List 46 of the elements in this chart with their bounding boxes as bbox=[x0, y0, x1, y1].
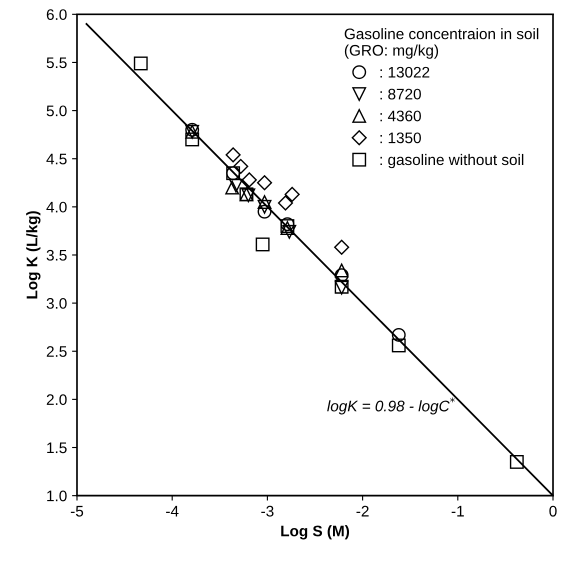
y-tick-label: 2.0 bbox=[46, 394, 67, 406]
x-tick-label: -3 bbox=[261, 506, 274, 517]
point bbox=[258, 195, 272, 209]
point bbox=[284, 186, 300, 202]
x-tick-label: -4 bbox=[166, 506, 179, 516]
point bbox=[392, 328, 406, 342]
point bbox=[226, 147, 241, 162]
point bbox=[242, 172, 257, 188]
x-tick-label: -2 bbox=[356, 506, 369, 516]
y-tick-label: 4.0 bbox=[46, 202, 67, 213]
legend-label: : 4360 bbox=[380, 110, 421, 122]
point bbox=[392, 338, 406, 352]
point bbox=[258, 200, 272, 214]
point bbox=[334, 240, 350, 255]
y-tick-label: 1.0 bbox=[47, 490, 67, 502]
y-tick-label: 1.5 bbox=[47, 442, 67, 454]
x-tick-label: -1 bbox=[452, 506, 464, 516]
annotation: logK = 0.98 - logC$^{*}$ bbox=[327, 398, 455, 414]
legend-label: : 1350 bbox=[380, 132, 421, 144]
point bbox=[229, 178, 243, 193]
y-tick-label: 4.5 bbox=[46, 154, 67, 164]
point bbox=[282, 224, 296, 239]
point bbox=[233, 158, 248, 174]
point bbox=[256, 237, 270, 252]
legend-label: : 8720 bbox=[380, 88, 421, 100]
point bbox=[134, 56, 148, 70]
point bbox=[225, 180, 240, 195]
point bbox=[256, 175, 272, 190]
point bbox=[510, 455, 524, 469]
legend-title: Gasoline concentraion in soil (GRO: mg/kg) bbox=[344, 28, 538, 59]
point bbox=[334, 263, 349, 278]
y-tick-label: 3.5 bbox=[46, 250, 67, 261]
x-tick-label: 0 bbox=[549, 506, 557, 517]
y-tick-label: 6.0 bbox=[46, 9, 67, 20]
x-tick-label: -5 bbox=[70, 506, 84, 517]
point bbox=[185, 132, 200, 146]
y-tick-label: 2.5 bbox=[46, 346, 67, 357]
y-tick-label: 3.0 bbox=[46, 298, 67, 309]
y-axis-title: Log K (L/kg) bbox=[26, 211, 40, 299]
point bbox=[258, 204, 272, 219]
y-tick-label: 5.0 bbox=[46, 105, 67, 116]
point bbox=[278, 195, 294, 211]
legend-label: : gasoline without soil bbox=[380, 154, 524, 168]
legend-label: : 13022 bbox=[380, 66, 430, 78]
x-axis-title: Log S (M) bbox=[281, 525, 350, 540]
y-tick-label: 5.5 bbox=[46, 57, 67, 68]
